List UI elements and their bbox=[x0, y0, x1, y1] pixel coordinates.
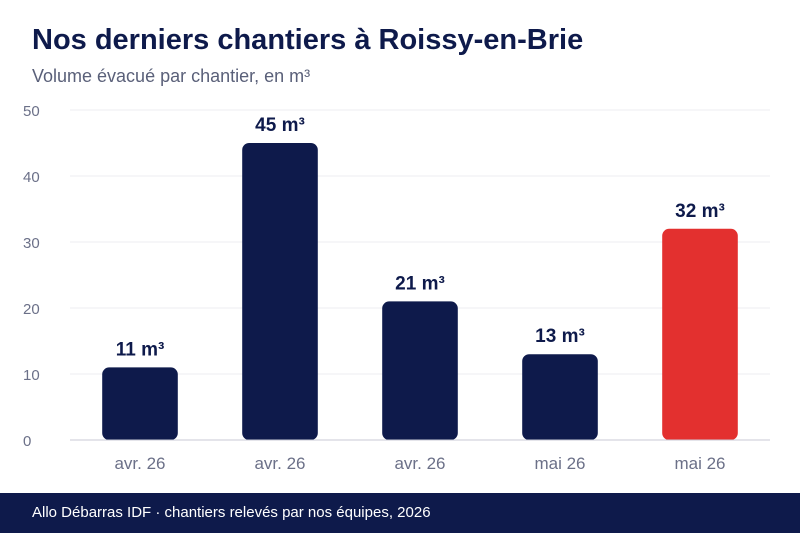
y-tick-label: 0 bbox=[23, 433, 31, 450]
data-label: 45 m³ bbox=[255, 115, 305, 136]
data-label: 21 m³ bbox=[395, 273, 445, 294]
bar bbox=[242, 143, 318, 440]
bar bbox=[382, 301, 458, 440]
y-tick-label: 10 bbox=[23, 367, 40, 384]
y-tick-label: 30 bbox=[23, 235, 40, 252]
bar bbox=[662, 228, 738, 440]
bar-chart: 0 10 20 30 40 50 11 m³ 45 m³ 21 m³ 13 m³ 32 m³ av… bbox=[23, 103, 770, 473]
bar bbox=[102, 367, 178, 440]
y-tick-label: 50 bbox=[23, 103, 40, 120]
data-label: 11 m³ bbox=[116, 339, 165, 360]
bar bbox=[522, 354, 598, 440]
y-axis-ticks: 0 10 20 30 40 50 bbox=[23, 103, 40, 450]
data-label: 32 m³ bbox=[675, 201, 725, 222]
footer-source-text: Allo Débarras IDF · chantiers relevés pa… bbox=[32, 504, 431, 521]
data-label: 13 m³ bbox=[535, 326, 585, 347]
chart-subtitle: Volume évacué par chantier, en m³ bbox=[32, 66, 311, 86]
data-labels: 11 m³ 45 m³ 21 m³ 13 m³ 32 m³ bbox=[116, 115, 725, 360]
y-tick-label: 20 bbox=[23, 301, 40, 318]
x-tick-label: mai 26 bbox=[534, 454, 585, 473]
footer-bar: Allo Débarras IDF · chantiers relevés pa… bbox=[0, 493, 800, 533]
x-tick-label: mai 26 bbox=[674, 454, 725, 473]
chart-title: Nos derniers chantiers à Roissy-en-Brie bbox=[32, 24, 584, 56]
bars bbox=[102, 143, 738, 440]
x-tick-label: avr. 26 bbox=[114, 454, 165, 473]
x-axis-ticks: avr. 26 avr. 26 avr. 26 mai 26 mai 26 bbox=[114, 454, 725, 473]
x-tick-label: avr. 26 bbox=[254, 454, 305, 473]
y-tick-label: 40 bbox=[23, 169, 40, 186]
x-tick-label: avr. 26 bbox=[394, 454, 445, 473]
